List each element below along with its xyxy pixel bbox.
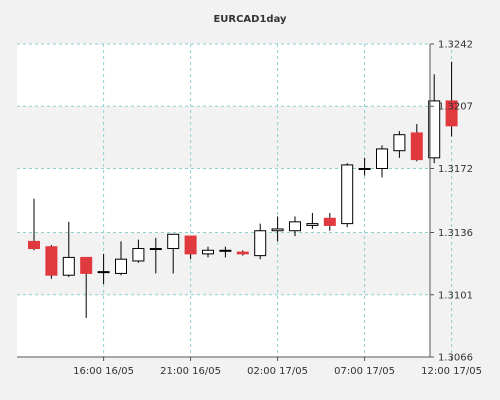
candle-body-up: [306, 223, 319, 226]
candle: [428, 74, 441, 164]
candle-body-up: [376, 148, 388, 169]
candle: [28, 198, 40, 251]
candle: [341, 163, 354, 228]
candle-body-up: [271, 228, 284, 232]
y-tick-label: 1.3101: [438, 290, 473, 301]
candle-body-down: [45, 246, 58, 276]
x-tick-label: 02:00 17/05: [247, 366, 308, 377]
y-tick-label: 1.3172: [438, 164, 473, 175]
background-bands: [17, 106, 430, 295]
candle: [306, 212, 319, 229]
candle-body-up: [289, 221, 301, 232]
candle-body-up: [428, 100, 441, 159]
candle: [376, 145, 388, 178]
candle-body-up: [219, 249, 232, 252]
y-tick-label: 1.3207: [438, 102, 473, 113]
candle: [167, 233, 180, 274]
candle: [149, 237, 162, 274]
candle: [45, 244, 58, 279]
candle: [115, 241, 127, 276]
candle-body-down: [184, 235, 197, 255]
candle-body-down: [28, 240, 40, 250]
candle-body-up: [254, 230, 267, 257]
candle: [202, 246, 214, 258]
candle: [219, 246, 232, 258]
candle-body-up: [341, 164, 354, 225]
candle: [254, 223, 267, 260]
candle: [132, 239, 145, 263]
candle: [410, 124, 423, 162]
candle-body-down: [410, 132, 423, 161]
candle: [289, 216, 301, 237]
candles: [28, 61, 458, 318]
x-tick-label: 07:00 17/05: [334, 366, 395, 377]
x-axis-ticks: 16:00 16/05 21:00 16/05 02:00 17/05 07:00 1…: [73, 357, 482, 377]
candle-body-down: [445, 100, 458, 127]
candle-body-up: [62, 256, 75, 276]
plot-area: [17, 44, 430, 357]
candle-body-up: [115, 258, 127, 274]
axes: [17, 44, 431, 358]
candle-body-up: [167, 233, 180, 250]
candle-body-down: [236, 251, 249, 255]
y-axis-ticks: 1.3242 1.3207 1.3172 1.3136 1.3101 1.3066: [430, 40, 473, 364]
candle: [62, 221, 75, 277]
candle: [445, 61, 458, 137]
y-tick-label: 1.3242: [438, 40, 473, 51]
background-band: [17, 232, 430, 295]
candle: [271, 216, 284, 242]
candle-body-down: [323, 217, 336, 226]
y-tick-label: 1.3066: [438, 353, 473, 364]
candle-body-up: [132, 248, 145, 262]
candle: [236, 250, 249, 256]
x-tick-label: 16:00 16/05: [73, 366, 134, 377]
chart-title: EURCAD1day: [213, 14, 287, 25]
background-band: [17, 106, 430, 169]
candle: [393, 131, 406, 158]
x-tick-label: 12:00 17/05: [421, 366, 482, 377]
y-tick-label: 1.3136: [438, 228, 473, 239]
candle-body-down: [80, 256, 93, 274]
candle-body-up: [393, 134, 406, 152]
candle: [97, 253, 110, 285]
x-tick-label: 21:00 16/05: [160, 366, 221, 377]
candle-body-up: [97, 271, 110, 274]
candle: [184, 235, 197, 260]
candle: [80, 256, 93, 318]
candle: [358, 157, 371, 176]
candle-body-up: [358, 167, 371, 170]
candle-body-up: [149, 248, 162, 251]
candle: [323, 212, 336, 231]
candle-body-up: [202, 249, 214, 255]
